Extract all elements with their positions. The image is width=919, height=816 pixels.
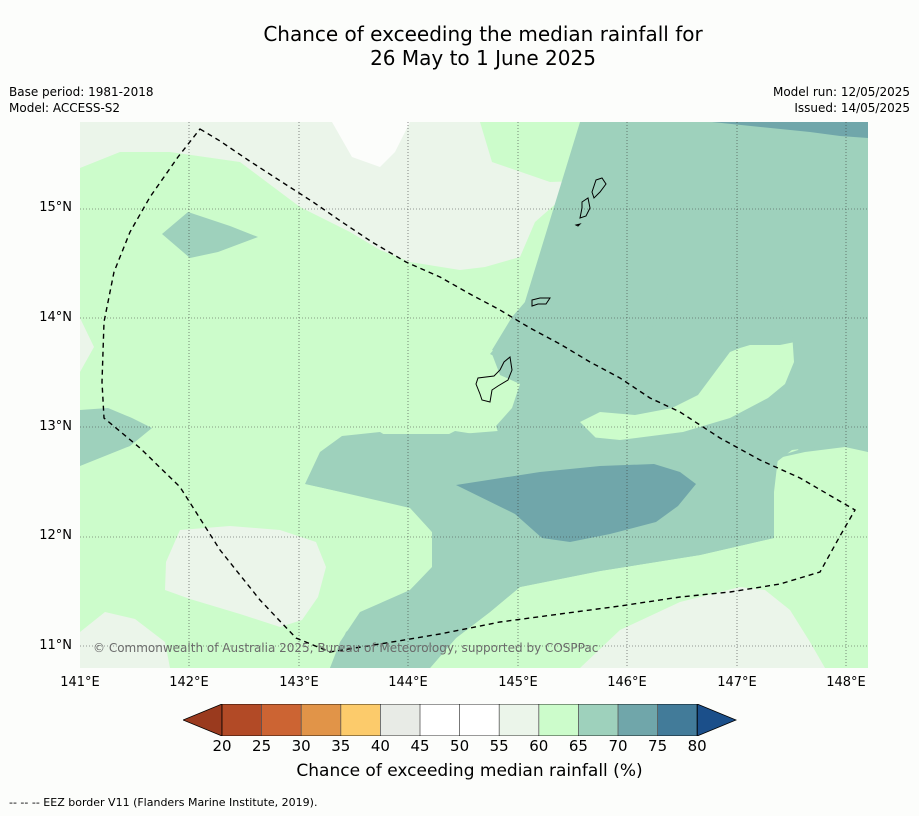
lon-label-147: 147°E xyxy=(717,675,757,690)
lon-label-143: 143°E xyxy=(279,675,319,690)
colorbar-tick-30: 30 xyxy=(291,737,311,755)
base-period: Base period: 1981-2018 xyxy=(9,85,154,99)
title-line-1: Chance of exceeding the median rainfall … xyxy=(263,22,703,46)
lon-label-141: 141°E xyxy=(60,675,100,690)
meta-left: Base period: 1981-2018 Model: ACCESS-S2 xyxy=(9,84,154,116)
lat-label-12: 12°N xyxy=(39,528,72,543)
colorbar-25-30 xyxy=(261,704,302,736)
colorbar-tick-40: 40 xyxy=(370,737,390,755)
lat-label-11: 11°N xyxy=(39,638,72,653)
colorbar-70-75 xyxy=(618,704,658,736)
colorbar-under-arrow xyxy=(183,704,223,736)
contour-70-75-central xyxy=(456,464,696,542)
colorbar-tick-25: 25 xyxy=(252,737,272,755)
title-line-2: 26 May to 1 June 2025 xyxy=(370,46,596,70)
lon-label-148: 148°E xyxy=(826,675,866,690)
colorbar-tick-65: 65 xyxy=(568,737,588,755)
colorbar-55-60 xyxy=(499,704,539,736)
colorbar-tick-35: 35 xyxy=(331,737,351,755)
graticule xyxy=(80,122,868,668)
colorbar-20-25 xyxy=(222,704,262,736)
colorbar-tick-55: 55 xyxy=(489,737,509,755)
rainfall-map xyxy=(80,122,868,668)
lon-label-142: 142°E xyxy=(169,675,209,690)
colorbar-60-65 xyxy=(538,704,579,736)
contour-65-70-west-edge xyxy=(80,408,152,466)
island-outlines xyxy=(475,177,607,403)
eez-border xyxy=(101,128,856,653)
model-name: Model: ACCESS-S2 xyxy=(9,101,121,115)
colorbar-title: Chance of exceeding median rainfall (%) xyxy=(296,761,643,781)
colorbar-65-70 xyxy=(578,704,618,736)
meta-right: Model run: 12/05/2025 Issued: 14/05/2025 xyxy=(773,84,910,116)
contour-55-60-southleft xyxy=(80,612,170,668)
colorbar xyxy=(183,704,737,736)
lon-label-145: 145°E xyxy=(498,675,538,690)
colorbar-50-55 xyxy=(459,704,500,736)
colorbar-35-40 xyxy=(340,704,381,736)
model-run: Model run: 12/05/2025 xyxy=(772,85,910,99)
colorbar-tick-75: 75 xyxy=(648,737,668,755)
contour-65-70-mid xyxy=(492,288,670,384)
island-guam xyxy=(475,356,513,403)
contour-55-60-southwest xyxy=(165,526,326,627)
colorbar-over-arrow xyxy=(696,704,737,736)
eez-legend: -- -- -- EEZ border V11 (Flanders Marine… xyxy=(9,796,318,809)
island-aguijan xyxy=(574,223,582,227)
lon-label-146: 146°E xyxy=(607,675,647,690)
contour-65-70-west-blob xyxy=(162,212,258,258)
colorbar-tick-50: 50 xyxy=(450,737,470,755)
colorbar-tick-20: 20 xyxy=(212,737,232,755)
colorbar-tick-80: 80 xyxy=(687,737,707,755)
island-tinian xyxy=(579,197,591,219)
contour-65-70-ne xyxy=(580,122,868,212)
lon-label-144: 144°E xyxy=(388,675,428,690)
contour-55-60-north-notch xyxy=(332,122,410,167)
map-title: Chance of exceeding the median rainfall … xyxy=(0,22,919,70)
island-rota xyxy=(531,297,551,307)
colorbar-tick-70: 70 xyxy=(608,737,628,755)
contour-70-75-ne xyxy=(712,122,868,138)
colorbar-tick-45: 45 xyxy=(410,737,430,755)
colorbar-30-35 xyxy=(301,704,341,736)
contour-55-60-west xyxy=(80,318,94,372)
island-saipan xyxy=(591,177,607,199)
contour-55-60-southeast xyxy=(580,587,825,668)
colorbar-40-45 xyxy=(380,704,420,736)
colorbar-tick-60: 60 xyxy=(529,737,549,755)
contour-55-60-north xyxy=(80,122,658,270)
contour-65-70-east xyxy=(306,174,868,668)
colorbar-45-50 xyxy=(420,704,460,736)
colorbar-75-80 xyxy=(657,704,698,736)
lat-label-14: 14°N xyxy=(39,310,72,325)
copyright-notice: © Commonwealth of Australia 2025, Bureau… xyxy=(93,641,599,655)
lat-label-15: 15°N xyxy=(39,200,72,215)
lat-label-13: 13°N xyxy=(39,419,72,434)
issued-date: Issued: 14/05/2025 xyxy=(794,101,910,115)
